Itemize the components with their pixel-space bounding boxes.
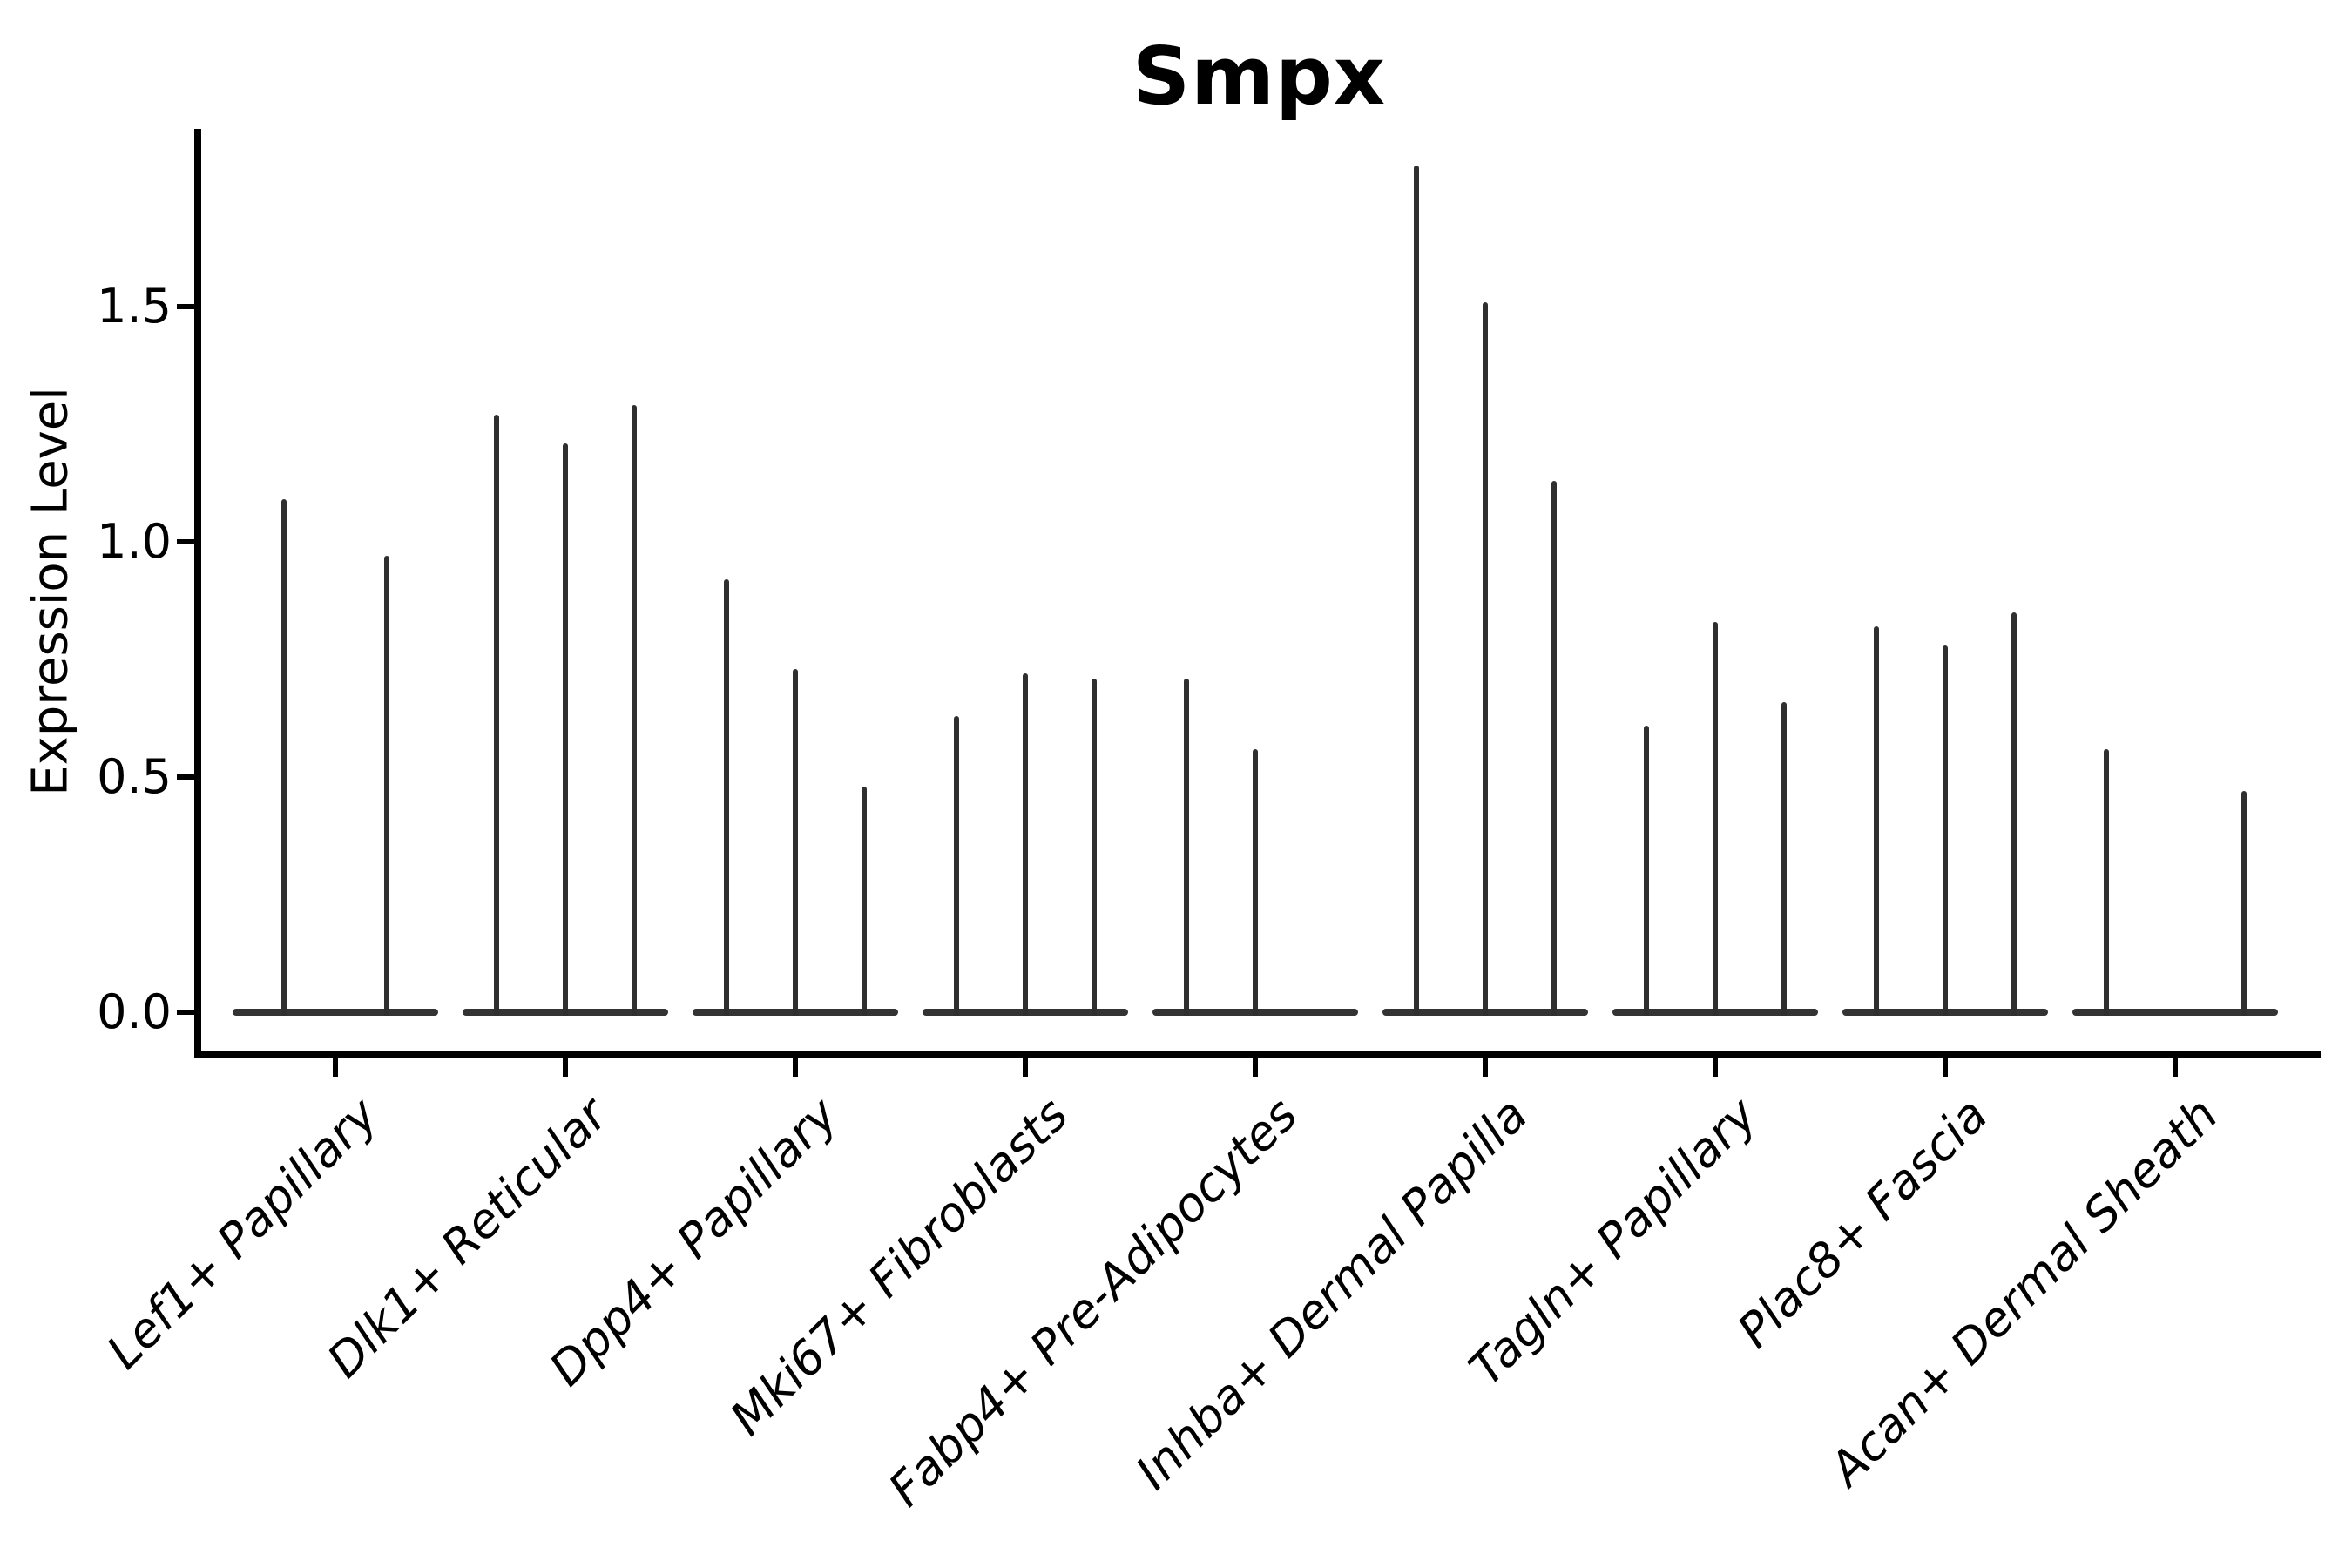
y-tick — [177, 1010, 194, 1015]
y-tick-label: 0.0 — [97, 984, 172, 1039]
x-tick — [1943, 1058, 1948, 1077]
violin-spike — [954, 715, 960, 1016]
x-tick — [563, 1058, 568, 1077]
y-tick — [177, 539, 194, 544]
violin-spike — [1781, 701, 1787, 1016]
y-tick-label: 0.5 — [97, 749, 172, 804]
violin-spike — [1483, 301, 1488, 1016]
violin-spike — [2240, 791, 2247, 1016]
y-tick-label: 1.5 — [97, 279, 172, 334]
violin-spike — [1551, 480, 1557, 1016]
x-tick — [333, 1058, 338, 1077]
violin-spike — [1414, 166, 1420, 1016]
violin-spike — [1713, 621, 1718, 1016]
x-tick — [1713, 1058, 1718, 1077]
x-tick-label: Acan+ Dermal Sheath — [1818, 1087, 2228, 1497]
violin-spike — [861, 786, 867, 1016]
violin-spike — [281, 499, 287, 1016]
violin-spike — [1023, 673, 1028, 1016]
violin-spike — [2011, 612, 2017, 1016]
violin-spike — [1253, 748, 1258, 1016]
violin-baseline — [2072, 1009, 2278, 1016]
violin-spike — [563, 443, 568, 1016]
violin-spike — [1943, 645, 1948, 1016]
y-tick-label: 1.0 — [97, 514, 172, 569]
y-axis-label: Expression Level — [22, 387, 79, 796]
x-tick — [2173, 1058, 2178, 1077]
violin-baseline — [233, 1009, 438, 1016]
x-tick — [1023, 1058, 1028, 1077]
violin-spike — [494, 415, 500, 1016]
violin-spike — [1874, 626, 1880, 1016]
violin-spike — [384, 556, 389, 1016]
x-tick-label: Inhba+ Dermal Papilla — [1125, 1087, 1538, 1500]
x-tick — [1253, 1058, 1258, 1077]
y-axis-spine — [194, 129, 201, 1058]
x-tick-label: Plac8+ Fascia — [1727, 1087, 1998, 1359]
x-tick — [1483, 1058, 1488, 1077]
x-tick — [793, 1058, 798, 1077]
violin-spike — [1184, 678, 1190, 1016]
x-axis-spine — [194, 1051, 2321, 1058]
violin-spike — [631, 405, 637, 1016]
y-tick — [177, 774, 194, 780]
y-tick — [177, 304, 194, 309]
violin-spike — [724, 579, 730, 1016]
violin-spike — [2104, 748, 2110, 1016]
violin-spike — [793, 668, 798, 1016]
violin-spike — [1644, 725, 1650, 1016]
plot-title: Smpx — [1132, 30, 1387, 123]
x-tick-label: Fabp4+ Pre-Adipocytes — [878, 1087, 1308, 1517]
violin-spike — [1091, 678, 1097, 1016]
